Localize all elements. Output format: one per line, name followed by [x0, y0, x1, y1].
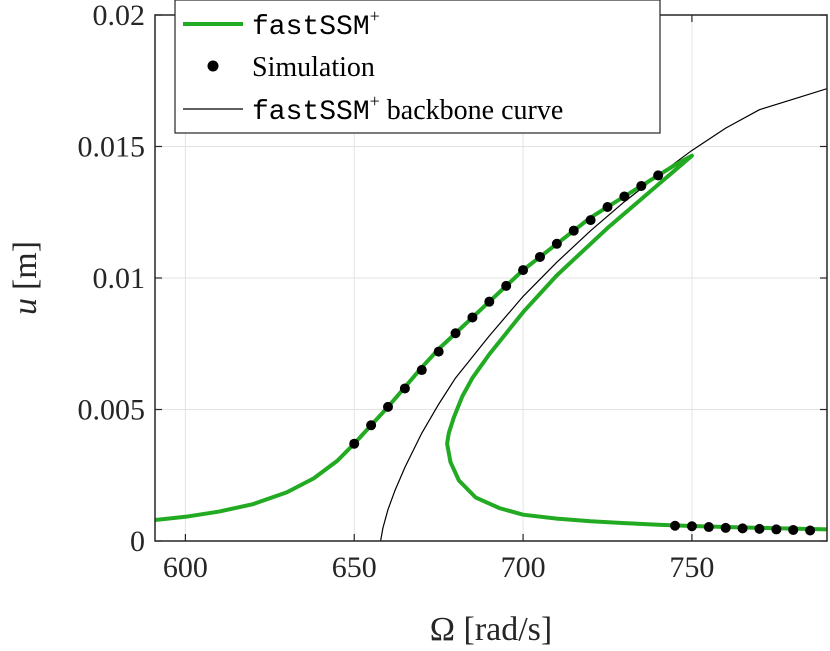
simulation-point — [737, 523, 748, 534]
simulation-point — [450, 328, 461, 339]
legend-label-backbone: fastSSM+ backbone curve — [252, 91, 563, 128]
simulation-point — [484, 296, 495, 307]
y-tick-label: 0.005 — [78, 394, 146, 427]
simulation-point — [653, 170, 664, 181]
simulation-point — [534, 251, 545, 262]
simulation-point — [636, 180, 647, 191]
simulation-point — [518, 265, 529, 276]
simulation-point — [703, 522, 714, 533]
simulation-point — [568, 225, 579, 236]
simulation-point — [720, 522, 731, 533]
y-tick-label: 0.015 — [78, 131, 146, 164]
simulation-point — [585, 215, 596, 226]
simulation-point — [416, 365, 427, 376]
simulation-point — [383, 401, 394, 412]
legend-label-simulation: Simulation — [252, 52, 375, 83]
series-backbone-line — [379, 88, 827, 541]
simulation-point — [670, 520, 681, 531]
simulation-point — [467, 312, 478, 323]
x-tick-label: 700 — [501, 551, 546, 584]
x-axis-label: Ω [rad/s] — [430, 611, 553, 648]
simulation-point — [366, 420, 377, 431]
legend-box — [174, 0, 661, 134]
simulation-point — [602, 201, 613, 212]
legend-label-fastssm: fastSSM+ — [252, 6, 380, 43]
simulation-point — [551, 238, 562, 249]
ticks: 600 650 700 750 0 0.005 0.01 0.015 0.02 — [78, 0, 827, 584]
simulation-point — [433, 346, 444, 357]
x-tick-label: 750 — [669, 551, 714, 584]
series-fastssm-line — [155, 153, 827, 532]
simulation-point — [501, 280, 512, 291]
x-tick-label: 600 — [163, 551, 208, 584]
simulation-point — [788, 524, 799, 535]
simulation-point — [349, 438, 360, 449]
simulation-point — [619, 191, 630, 202]
y-tick-label: 0.02 — [93, 0, 146, 32]
simulation-point — [399, 383, 410, 394]
simulation-point — [805, 525, 816, 536]
y-axis-label: u [m] — [7, 241, 44, 315]
simulation-point — [754, 523, 765, 534]
legend-swatch-simulation — [207, 60, 219, 72]
legend: fastSSM+ Simulation fastSSM+ backbone cu… — [174, 0, 661, 134]
y-axis-unit: [m] — [7, 241, 44, 290]
simulation-point — [686, 521, 697, 532]
series-layer — [155, 88, 827, 541]
y-tick-label: 0 — [130, 525, 145, 558]
x-tick-label: 650 — [332, 551, 377, 584]
y-axis-symbol: u — [7, 298, 44, 315]
simulation-point — [771, 524, 782, 535]
y-tick-label: 0.01 — [93, 262, 146, 295]
